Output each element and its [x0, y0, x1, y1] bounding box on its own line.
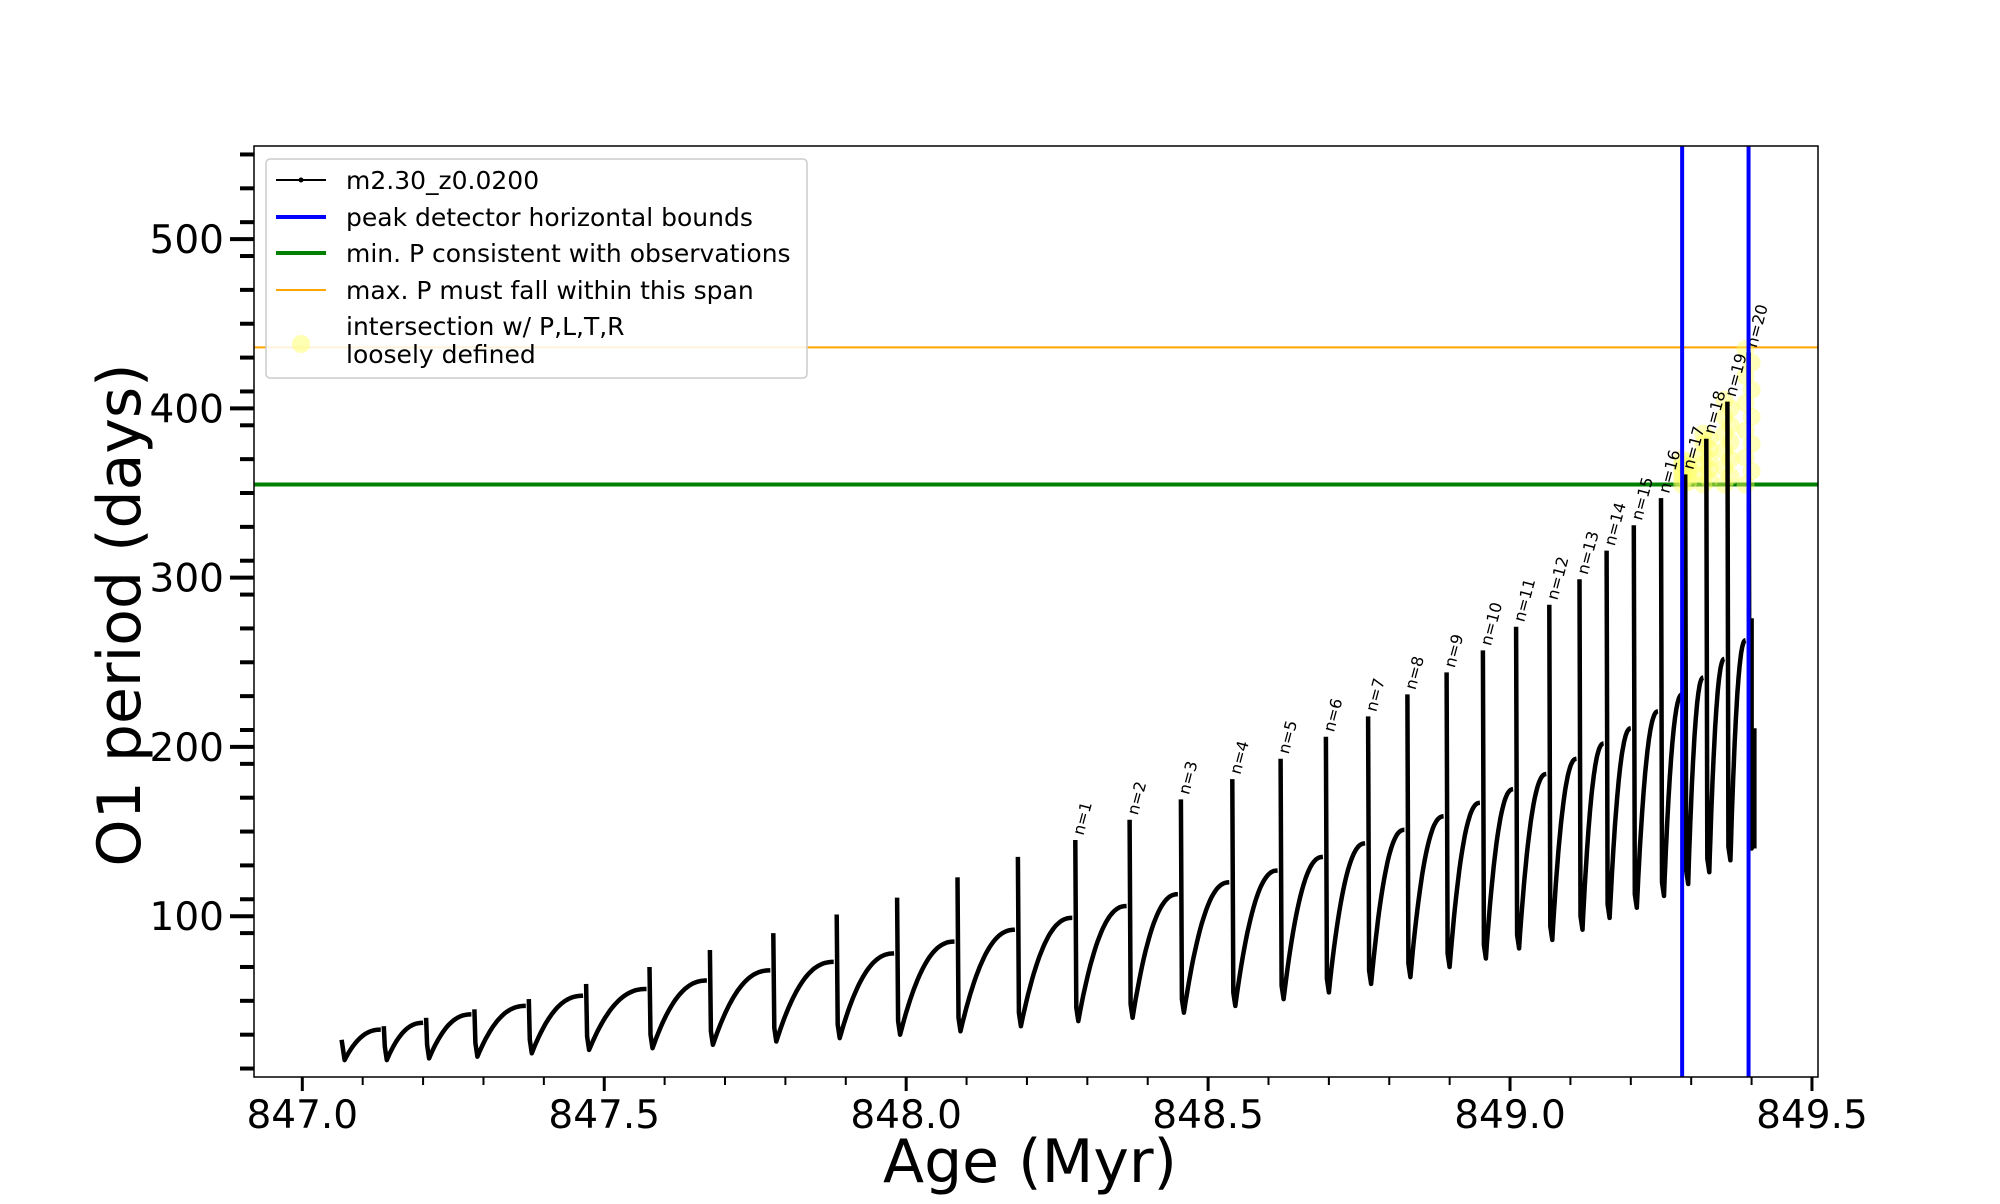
legend-label: min. P consistent with observations [346, 239, 791, 268]
series-cycle-path [894, 897, 955, 1037]
legend-label: m2.30_z0.0200 [346, 166, 539, 195]
x-tick-label: 847.0 [246, 1093, 358, 1138]
y-tick-label: 200 [150, 726, 224, 771]
series-cycle-path [1127, 819, 1179, 1021]
series-cycle-path [1604, 550, 1633, 921]
series-cycle-path [1513, 626, 1548, 951]
plot-frame [253, 145, 1819, 1078]
series-cycle-path [1230, 779, 1279, 1009]
y-axis-label: O1 period (days) [85, 363, 155, 866]
legend-box [265, 158, 808, 379]
series-cycle-path [771, 933, 834, 1044]
legend-label: intersection w/ P,L,T,R loosely defined [346, 312, 625, 369]
series-cycle-path [1178, 799, 1230, 1015]
legend-label-line: loosely defined [346, 340, 536, 369]
series-cycle-path [1704, 438, 1727, 875]
legend-swatch-marker [298, 177, 304, 183]
series-cycle-path [583, 983, 647, 1053]
series-cycle-path [1015, 856, 1073, 1029]
axes: 847.0 847.5 848.0 848.5 849.0 849.5 100 200 300 4… [150, 145, 1868, 1138]
x-axis-label: Age (Myr) [883, 1127, 1177, 1197]
x-tick-label: 849.5 [1756, 1093, 1868, 1138]
series-cycle-path [423, 1012, 473, 1061]
series-cycle-path [1746, 352, 1754, 851]
series-cycle-path [1725, 401, 1748, 863]
series-cycle-path [472, 1003, 527, 1059]
series-cycle-path [647, 966, 708, 1051]
series-cycle-path [1682, 474, 1705, 887]
series-cycle-path [707, 949, 771, 1048]
legend-label: peak detector horizontal bounds [346, 203, 753, 232]
series-cycle-path [1444, 672, 1482, 970]
series-cycle-path [1323, 736, 1367, 995]
series-cycle-path [1480, 650, 1515, 961]
x-tick-label: 847.5 [548, 1093, 660, 1138]
series-cycle-path [1365, 716, 1406, 987]
series-cycle-path [1278, 758, 1324, 1002]
series-cycle-path [339, 1027, 382, 1063]
series-cycle-path [1547, 604, 1578, 943]
series-cycle-path [1658, 498, 1684, 899]
legend-marker [292, 335, 310, 353]
legend-label: max. P must fall within this span [346, 276, 754, 305]
x-tick-label: 848.5 [1152, 1093, 1264, 1138]
x-tick-label: 848.0 [850, 1093, 962, 1138]
legend-label-line: intersection w/ P,L,T,R [346, 312, 625, 341]
series-cycle-path [1073, 839, 1128, 1024]
series-cycle-path [1631, 525, 1660, 910]
series-cycle-path [834, 914, 895, 1041]
y-tick-label: 100 [150, 895, 224, 940]
y-tick-label: 300 [150, 557, 224, 602]
intersection-marker [1694, 424, 1713, 443]
y-tick-label: 500 [150, 218, 224, 263]
series-cycle-path [526, 993, 584, 1056]
series-cycle-path [1405, 694, 1445, 980]
series-cycle-path [1577, 579, 1606, 932]
series-cycle-path [381, 1020, 425, 1063]
y-tick-label: 400 [150, 387, 224, 432]
series-cycle-path [955, 877, 1016, 1034]
x-tick-label: 849.0 [1454, 1093, 1566, 1138]
